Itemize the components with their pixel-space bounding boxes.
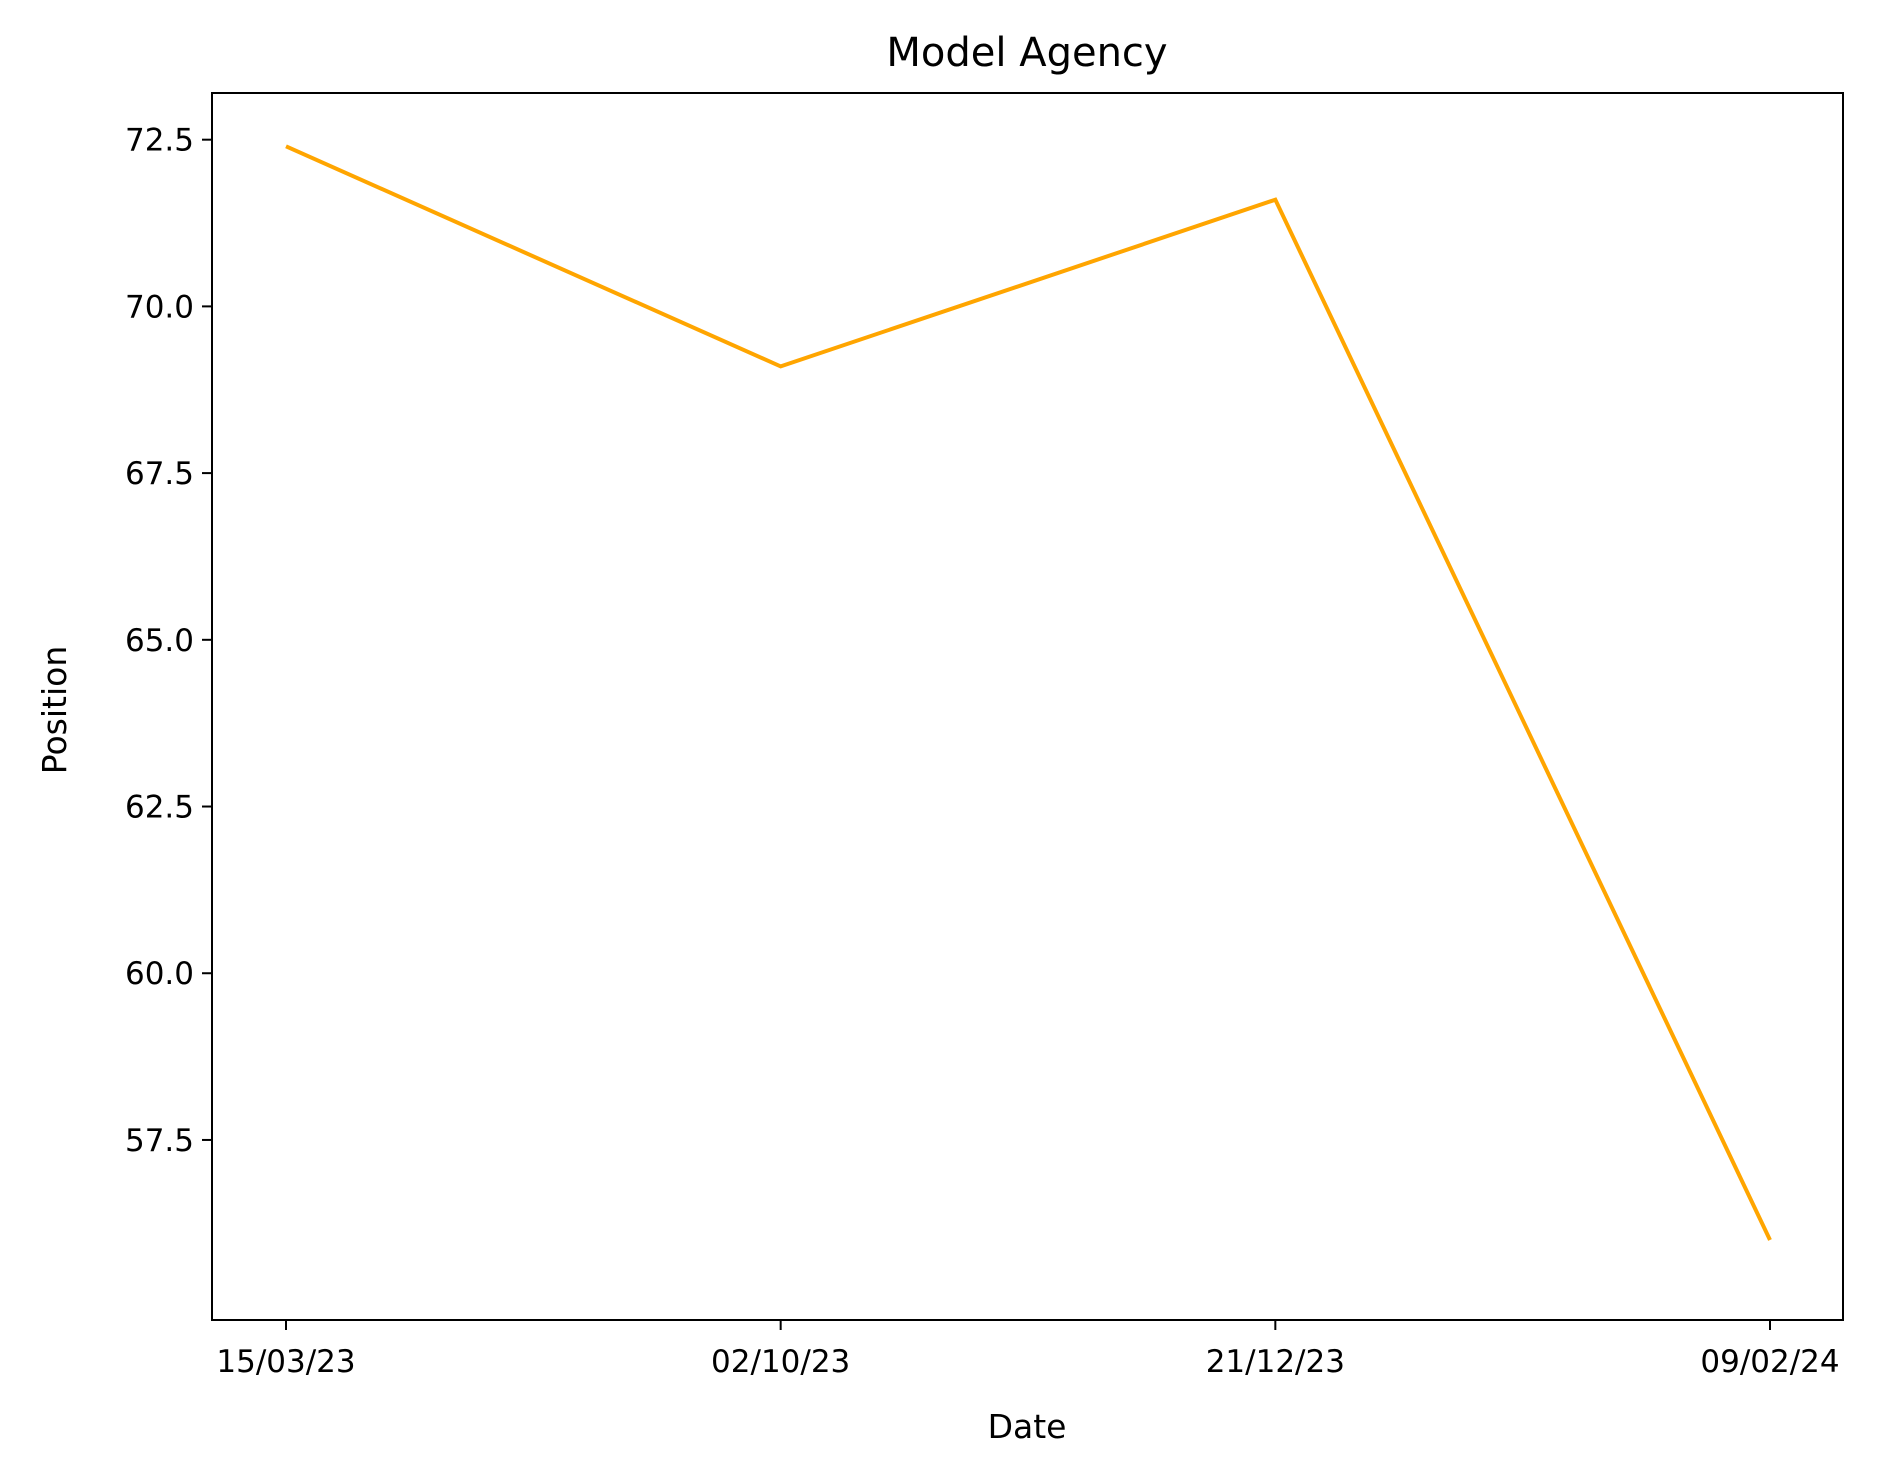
x-tick-label: 21/12/23 xyxy=(1206,1344,1345,1380)
y-axis-ticks: 57.5 60.0 62.5 65.0 67.5 70.0 72.5 xyxy=(125,123,212,1159)
y-tick-label: 72.5 xyxy=(125,123,194,159)
x-axis-ticks: 15/03/23 02/10/23 21/12/23 09/02/24 xyxy=(216,1320,1840,1380)
y-tick-label: 67.5 xyxy=(125,456,194,492)
x-tick-label: 15/03/23 xyxy=(216,1344,355,1380)
plot-frame xyxy=(211,92,1844,1321)
x-tick-label: 09/02/24 xyxy=(1700,1344,1839,1380)
y-tick-label: 57.5 xyxy=(125,1123,194,1159)
chart-title: Model Agency xyxy=(886,30,1167,76)
y-tick-label: 70.0 xyxy=(125,289,194,325)
y-tick-label: 65.0 xyxy=(125,623,194,659)
series-layer xyxy=(285,144,1772,1241)
x-tick-label: 02/10/23 xyxy=(711,1344,850,1380)
series-line xyxy=(285,144,1772,1241)
y-tick-label: 62.5 xyxy=(125,790,194,826)
x-axis-label: Date xyxy=(988,1407,1067,1446)
y-tick-label: 60.0 xyxy=(125,956,194,992)
y-axis-label: Position xyxy=(35,646,74,775)
